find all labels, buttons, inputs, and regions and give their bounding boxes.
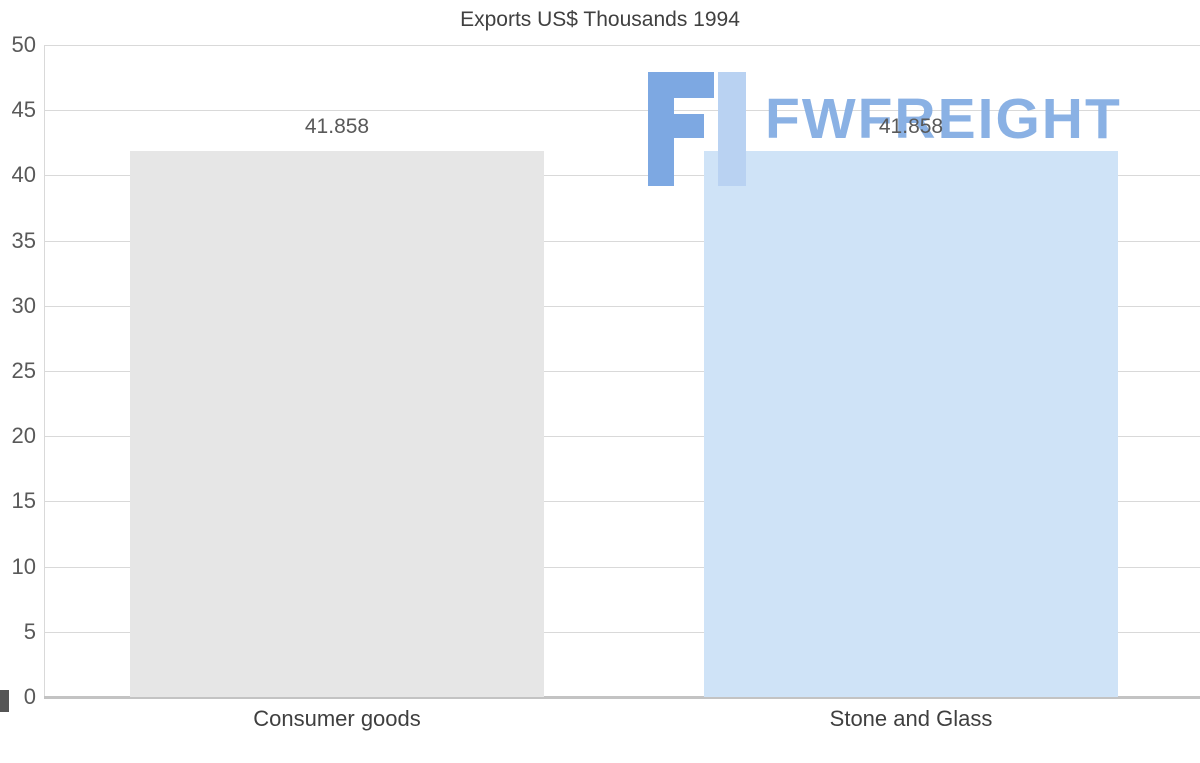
value-label-consumer-goods: 41.858 [304,115,370,139]
y-tick-label: 20 [11,423,36,449]
gridline [44,501,1200,503]
gridline [44,566,1200,568]
watermark-logo-right-bar [718,72,746,186]
gridline [44,110,1200,112]
gridline [44,175,1200,177]
y-axis-line [44,45,45,697]
gridline [44,371,1200,372]
category-label-consumer-goods: Consumer goods [253,706,421,731]
gridline [44,305,1200,307]
x-axis-line [44,696,1200,699]
category-label-stone-and-glass: Stone and Glass [829,706,993,731]
y-tick-label: 50 [11,32,36,57]
value-label-stone-and-glass: 41.858 [878,115,944,139]
y-tick-label: 30 [11,292,36,318]
gridline [44,45,1200,46]
y-tick-label: 15 [11,488,36,514]
y-tick-label: 5 [23,618,36,644]
watermark-logo-icon [648,72,748,186]
bar-consumer-goods [130,151,544,697]
watermark-text: FWFREIGHT [765,87,1122,151]
gridline [44,240,1200,242]
gridline [44,436,1200,438]
y-tick-label: 0 [23,684,36,709]
chart-title: Exports US$ Thousands 1994 [460,8,740,31]
y-tick-label: 25 [11,358,36,383]
watermark-logo-mid-bar [648,114,704,138]
y-tick-label: 40 [11,162,36,188]
origin-tick [0,690,9,712]
gridline [44,631,1200,633]
y-tick-label: 35 [11,227,36,253]
y-tick-label: 45 [11,97,36,123]
bar-stone-and-glass [704,151,1118,697]
y-tick-label: 10 [11,553,36,579]
watermark-logo-top-bar [648,72,714,98]
